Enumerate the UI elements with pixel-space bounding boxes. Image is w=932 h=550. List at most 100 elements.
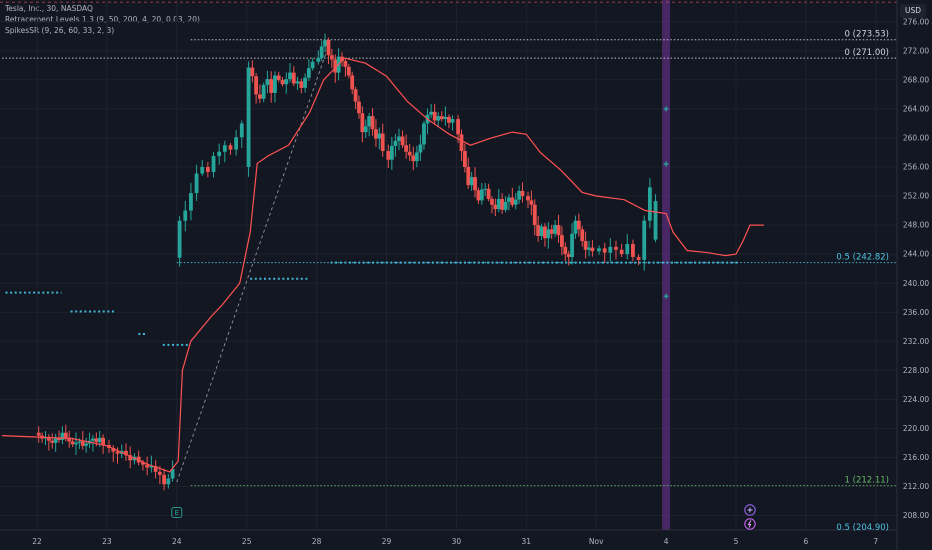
candle: [43, 431, 48, 446]
candle: [580, 226, 585, 247]
fib-level-label-2: 0.5 (242.82): [836, 253, 889, 263]
candle: [284, 72, 289, 94]
candle: [570, 223, 574, 265]
candle: [166, 473, 171, 489]
candle: [466, 157, 471, 189]
time-tick-label: 4: [664, 537, 669, 546]
candle: [496, 188, 501, 213]
dashed-trend-line[interactable]: [176, 39, 332, 483]
price-tick-label: 276.00: [903, 17, 929, 26]
candle: [425, 108, 430, 135]
candle: [189, 182, 193, 221]
price-tick-label: 240.00: [903, 279, 929, 288]
candle: [576, 213, 581, 237]
candle: [625, 234, 630, 260]
price-tick-label: 252.00: [903, 192, 929, 201]
legend-indicator-retracement[interactable]: Retracement Levels 1.3 (9, 50, 200, 4, 2…: [5, 15, 200, 24]
candle: [363, 119, 368, 138]
earnings-event-marker[interactable]: E: [171, 507, 183, 519]
candle: [194, 164, 199, 201]
candle: [539, 223, 544, 240]
candle: [507, 194, 511, 211]
candle: [326, 37, 331, 64]
candle: [36, 426, 41, 443]
candle: [153, 460, 158, 479]
candle: [211, 152, 216, 178]
price-tick-label: 220.00: [903, 424, 929, 433]
currency-badge[interactable]: USD: [900, 4, 926, 18]
candle: [490, 196, 494, 214]
candle: [566, 250, 571, 266]
candle: [136, 450, 141, 466]
price-tick-label: 264.00: [903, 105, 929, 114]
candle: [563, 242, 568, 262]
candle: [360, 106, 365, 143]
price-tick-label: 272.00: [903, 46, 929, 55]
candle: [57, 430, 61, 443]
candle: [111, 445, 116, 462]
candle: [536, 215, 541, 242]
candle: [200, 159, 205, 176]
candle: [400, 130, 405, 149]
candle: [265, 70, 270, 94]
price-tick-label: 244.00: [903, 250, 929, 259]
plus-circle-icon[interactable]: [744, 504, 756, 516]
candle: [306, 59, 311, 82]
candle: [60, 426, 65, 445]
candle: [310, 58, 315, 71]
time-axis[interactable]: 22 23 24 25 28 29 30 31 Nov 4 5 6 7: [32, 537, 878, 546]
candle: [84, 437, 89, 453]
candle: [462, 143, 467, 173]
candle: [389, 136, 394, 170]
candle: [70, 437, 75, 447]
candle: [486, 183, 491, 202]
candle: [546, 222, 551, 249]
candle: [517, 185, 522, 204]
candle: [162, 468, 167, 491]
candle: [53, 433, 58, 452]
candle: [273, 71, 277, 103]
time-tick-label: 24: [172, 537, 182, 546]
legend-indicator-spikes[interactable]: SpikesSR (9, 26, 60, 33, 2, 3): [5, 26, 115, 35]
candle: [429, 103, 434, 119]
candle: [520, 182, 525, 203]
candle: [323, 33, 327, 53]
candle: [124, 443, 128, 461]
candle: [74, 432, 78, 455]
fib-level-label-1: 0 (271.00): [845, 48, 889, 58]
fib-level-label-4: 0.5 (204.90): [836, 523, 889, 533]
candle: [295, 76, 300, 90]
candle: [439, 111, 444, 122]
time-tick-label: 22: [32, 537, 42, 546]
time-tick-label: 30: [452, 537, 462, 546]
candle: [473, 167, 477, 198]
time-tick-label: 25: [242, 537, 252, 546]
fib-level-label-3: 1 (212.11): [845, 476, 889, 486]
candle: [407, 143, 412, 161]
candle: [443, 106, 448, 126]
candle: [653, 194, 658, 243]
candle: [418, 134, 423, 161]
spike-marker: [663, 293, 669, 299]
candle: [602, 242, 607, 263]
candle: [393, 133, 398, 157]
candle: [370, 108, 375, 136]
candle: [280, 76, 285, 87]
fib-level-label-0: 0 (273.53): [845, 30, 889, 40]
candle: [316, 50, 321, 65]
candle: [319, 40, 324, 62]
candle: [246, 61, 251, 177]
candle: [261, 82, 266, 103]
time-tick-label: 6: [804, 537, 809, 546]
legend-symbol[interactable]: Tesla, Inc., 30, NASDAQ: [5, 4, 93, 13]
price-tick-label: 256.00: [903, 163, 929, 172]
candle: [145, 456, 150, 476]
candle: [543, 223, 547, 247]
price-axis[interactable]: 208.00 212.00 216.00 220.00 224.00 228.00 232.…: [903, 17, 929, 520]
candle: [619, 243, 624, 258]
lightning-circle-icon[interactable]: [744, 518, 756, 530]
candle: [642, 215, 647, 271]
candle: [450, 115, 455, 131]
price-tick-label: 212.00: [903, 482, 929, 491]
